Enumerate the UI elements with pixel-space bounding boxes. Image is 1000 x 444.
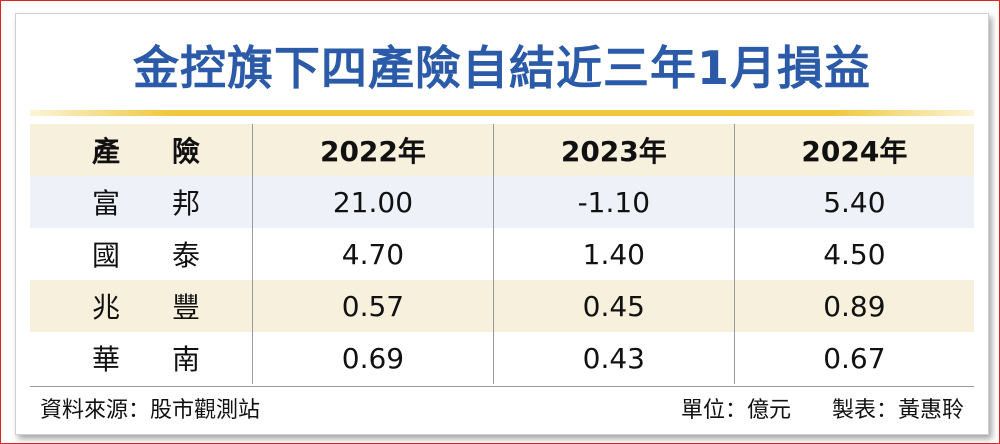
header-insurer: 產 險	[30, 124, 253, 176]
insurer-char-1: 國	[92, 239, 121, 272]
insurer-char-1: 兆	[92, 291, 121, 324]
table-row: 華 南 0.69 0.43 0.67	[30, 332, 974, 384]
value-2022: 0.69	[252, 332, 494, 384]
title-divider	[30, 110, 974, 116]
value-2023: 0.45	[492, 280, 735, 332]
footer-right: 單位：億元 製表：黃惠聆	[681, 392, 964, 424]
row-insurer: 兆 豐	[30, 280, 253, 332]
insurer-char-1: 富	[92, 187, 121, 220]
header-insurer-char-2: 險	[171, 135, 200, 168]
table-row: 兆 豐 0.57 0.45 0.89	[30, 280, 974, 332]
source-note: 資料來源：股市觀測站	[40, 398, 261, 423]
insurer-char-2: 邦	[171, 187, 200, 220]
table-row: 富 邦 21.00 -1.10 5.40	[30, 176, 974, 228]
page-title: 金控旗下四產險自結近三年1月損益	[132, 41, 871, 95]
row-insurer: 華 南	[30, 332, 253, 384]
value-2024: 4.50	[733, 228, 974, 280]
value-2024: 5.40	[733, 176, 974, 228]
value-2024: 0.67	[733, 332, 974, 384]
insurer-char-1: 華	[92, 343, 121, 376]
value-2022: 4.70	[252, 228, 494, 280]
maker-note: 製表：黃惠聆	[831, 398, 964, 423]
insurer-char-2: 南	[171, 343, 200, 376]
header-year-2022: 2022年	[252, 124, 494, 176]
value-2023: 0.43	[492, 332, 735, 384]
insurer-char-2: 豐	[171, 291, 200, 324]
table-row: 國 泰 4.70 1.40 4.50	[30, 228, 974, 280]
row-insurer: 富 邦	[30, 176, 253, 228]
header-year-2023: 2023年	[492, 124, 735, 176]
footer: 資料來源：股市觀測站 單位：億元 製表：黃惠聆	[40, 392, 964, 424]
insurer-char-2: 泰	[171, 239, 200, 272]
unit-note: 單位：億元	[680, 398, 791, 423]
value-2023: -1.10	[492, 176, 735, 228]
value-2024: 0.89	[733, 280, 974, 332]
row-insurer: 國 泰	[30, 228, 253, 280]
value-2022: 21.00	[252, 176, 494, 228]
header-year-2024: 2024年	[733, 124, 974, 176]
value-2022: 0.57	[252, 280, 494, 332]
table-header-row: 產 險 2022年 2023年 2024年	[30, 124, 974, 176]
value-2023: 1.40	[492, 228, 735, 280]
profit-table: 產 險 2022年 2023年 2024年 富 邦 21.00 -1.10 5.…	[30, 124, 974, 384]
infographic-card: 金控旗下四產險自結近三年1月損益 產 險 2022年 2023年 2024年 富	[15, 13, 989, 435]
footer-divider	[30, 386, 974, 387]
header-insurer-char-1: 產	[92, 135, 121, 168]
